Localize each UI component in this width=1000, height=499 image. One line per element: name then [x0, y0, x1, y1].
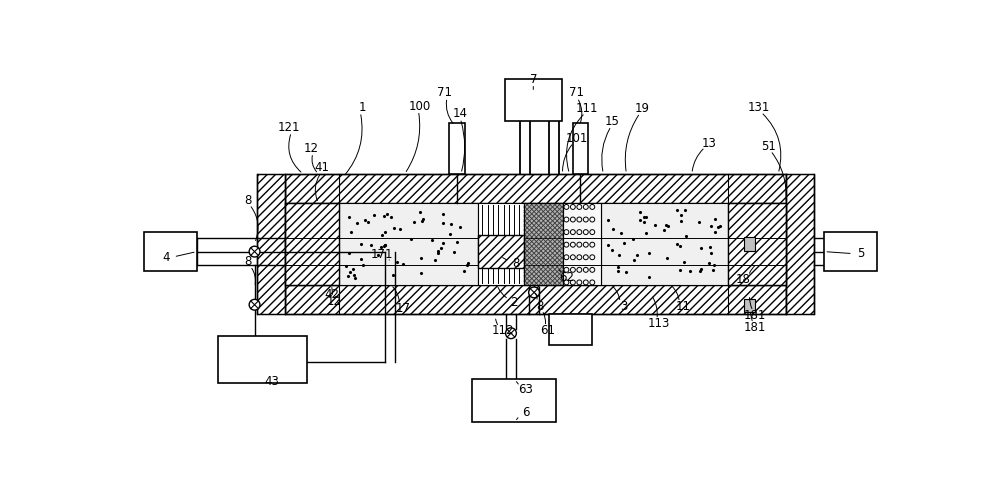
Bar [449, 123, 465, 174]
Bar [144, 233, 197, 271]
Bar [505, 79, 562, 121]
Circle shape [529, 287, 539, 298]
Text: 181: 181 [744, 309, 766, 322]
Bar [478, 236, 524, 268]
Text: 3: 3 [620, 300, 628, 313]
Text: 71: 71 [437, 86, 452, 99]
Text: 8: 8 [513, 256, 520, 269]
Bar [218, 335, 307, 383]
Bar [573, 123, 588, 174]
Bar [563, 203, 601, 285]
Text: 71: 71 [569, 86, 584, 99]
Text: 112: 112 [491, 324, 514, 337]
Text: 17: 17 [396, 302, 411, 315]
Text: 181: 181 [744, 321, 766, 334]
Text: 63: 63 [518, 383, 533, 396]
Text: 14: 14 [453, 107, 468, 120]
Bar [285, 174, 786, 203]
Text: 7: 7 [530, 73, 537, 86]
Circle shape [506, 328, 516, 339]
Text: 19: 19 [634, 102, 649, 115]
Text: 43: 43 [265, 375, 280, 388]
Text: 100: 100 [409, 100, 431, 113]
Text: 12: 12 [303, 142, 318, 155]
Bar [285, 285, 786, 314]
Bar [478, 203, 524, 285]
Text: 18: 18 [736, 273, 751, 286]
Text: 111: 111 [576, 102, 598, 115]
Bar [728, 203, 786, 285]
Text: 1: 1 [359, 101, 366, 114]
Text: 2: 2 [510, 296, 518, 309]
Text: 6: 6 [522, 406, 529, 419]
Circle shape [249, 299, 260, 310]
Bar [824, 233, 877, 271]
Bar [524, 203, 563, 285]
Text: 8: 8 [245, 194, 252, 207]
Bar [524, 203, 563, 285]
Text: 42: 42 [324, 288, 339, 301]
Text: 171: 171 [370, 248, 393, 261]
Bar [601, 203, 728, 285]
Text: 113: 113 [648, 317, 670, 330]
Bar [744, 237, 755, 251]
Text: 4: 4 [162, 251, 170, 264]
Text: 51: 51 [761, 140, 776, 153]
Bar [285, 203, 339, 285]
Text: 15: 15 [605, 115, 620, 128]
Text: 11: 11 [676, 300, 691, 313]
Bar [744, 298, 755, 312]
Text: 62: 62 [559, 271, 574, 284]
Text: 5: 5 [857, 248, 864, 260]
Text: 121: 121 [278, 121, 300, 134]
Text: 12: 12 [326, 295, 341, 308]
Text: 131: 131 [748, 101, 770, 114]
Circle shape [249, 246, 260, 257]
Bar [786, 174, 814, 314]
Text: 101: 101 [565, 132, 588, 145]
Bar [257, 174, 285, 314]
Bar [549, 314, 592, 345]
Text: 61: 61 [540, 324, 555, 337]
Text: 41: 41 [315, 161, 330, 174]
Text: 8: 8 [245, 255, 252, 268]
Text: 8: 8 [536, 300, 543, 313]
Bar [339, 203, 478, 285]
Text: 13: 13 [701, 137, 716, 150]
Bar [472, 379, 556, 422]
